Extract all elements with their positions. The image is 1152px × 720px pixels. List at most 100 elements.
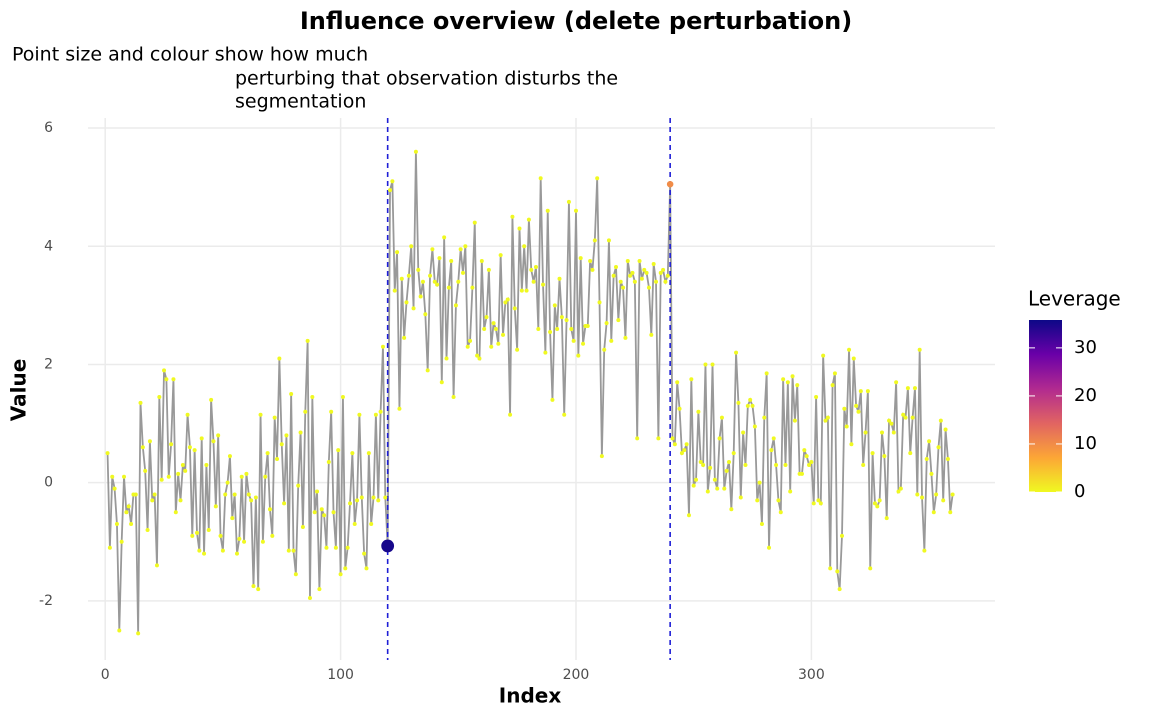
data-point xyxy=(171,377,176,382)
data-point xyxy=(672,442,677,447)
data-point xyxy=(929,471,934,476)
data-point xyxy=(562,412,567,417)
data-point xyxy=(416,267,421,272)
data-point xyxy=(792,418,797,423)
data-point xyxy=(870,451,875,456)
data-point xyxy=(449,259,454,264)
data-point xyxy=(646,285,651,290)
data-point xyxy=(192,448,197,453)
data-point xyxy=(119,539,124,544)
data-point xyxy=(263,474,268,479)
colorbar-label: 10 xyxy=(1074,433,1097,454)
data-point xyxy=(150,498,155,503)
x-tick-label: 200 xyxy=(563,667,590,683)
data-point xyxy=(402,335,407,340)
data-point xyxy=(908,451,913,456)
data-point xyxy=(390,179,395,184)
data-point xyxy=(785,380,790,385)
data-point xyxy=(246,492,251,497)
data-point xyxy=(194,530,199,535)
data-point xyxy=(112,486,117,491)
data-point xyxy=(548,329,553,334)
data-point xyxy=(814,394,819,399)
data-point xyxy=(515,347,520,352)
data-point xyxy=(479,259,484,264)
data-point xyxy=(333,545,338,550)
data-point xyxy=(924,457,929,462)
data-point xyxy=(211,439,216,444)
data-point xyxy=(621,285,626,290)
data-point xyxy=(863,430,868,435)
data-point xyxy=(825,415,830,420)
data-point xyxy=(157,394,162,399)
data-point xyxy=(237,536,242,541)
data-point xyxy=(931,510,936,515)
data-point xyxy=(357,412,362,417)
data-point xyxy=(776,498,781,503)
data-point xyxy=(456,279,461,284)
data-point xyxy=(486,267,491,272)
data-point xyxy=(406,273,411,278)
data-point xyxy=(293,572,298,577)
data-point xyxy=(230,516,235,521)
data-point xyxy=(331,510,336,515)
data-point xyxy=(741,430,746,435)
data-point xyxy=(755,498,760,503)
data-point xyxy=(875,504,880,509)
data-point xyxy=(920,495,925,500)
data-point xyxy=(291,548,296,553)
data-point xyxy=(329,409,334,414)
data-point xyxy=(378,409,383,414)
data-point xyxy=(734,350,739,355)
data-point xyxy=(710,362,715,367)
data-point xyxy=(891,430,896,435)
data-point xyxy=(684,442,689,447)
data-point xyxy=(576,353,581,358)
data-point xyxy=(232,492,237,497)
data-point xyxy=(849,442,854,447)
data-point xyxy=(677,406,682,411)
data-point xyxy=(107,545,112,550)
data-point xyxy=(679,451,684,456)
data-point xyxy=(197,548,202,553)
data-point xyxy=(173,510,178,515)
data-point xyxy=(844,424,849,429)
data-point xyxy=(319,507,324,512)
data-point xyxy=(724,468,729,473)
data-point xyxy=(941,498,946,503)
data-point xyxy=(750,403,755,408)
data-point xyxy=(884,516,889,521)
data-point xyxy=(649,332,654,337)
data-point xyxy=(717,436,722,441)
data-point xyxy=(769,448,774,453)
data-point xyxy=(475,353,480,358)
data-point xyxy=(524,288,529,293)
data-point xyxy=(468,338,473,343)
data-point xyxy=(270,533,275,538)
data-point xyxy=(943,427,948,432)
data-point xyxy=(307,595,312,600)
data-point xyxy=(759,522,764,527)
data-point xyxy=(545,208,550,213)
data-point xyxy=(781,377,786,382)
data-point xyxy=(585,324,590,329)
data-point xyxy=(366,451,371,456)
data-point xyxy=(289,392,294,397)
data-point xyxy=(145,527,150,532)
subtitle: Point size and colour show how much xyxy=(12,44,368,66)
data-point xyxy=(352,522,357,527)
data-point xyxy=(362,551,367,556)
data-point xyxy=(807,462,812,467)
data-point xyxy=(573,208,578,213)
data-point xyxy=(519,288,524,293)
data-point xyxy=(350,451,355,456)
data-point xyxy=(837,587,842,592)
data-point xyxy=(493,327,498,332)
y-tick-label: 2 xyxy=(44,356,53,372)
data-point xyxy=(804,454,809,459)
data-point xyxy=(501,332,506,337)
data-point xyxy=(425,368,430,373)
data-point xyxy=(453,303,458,308)
data-point xyxy=(877,498,882,503)
